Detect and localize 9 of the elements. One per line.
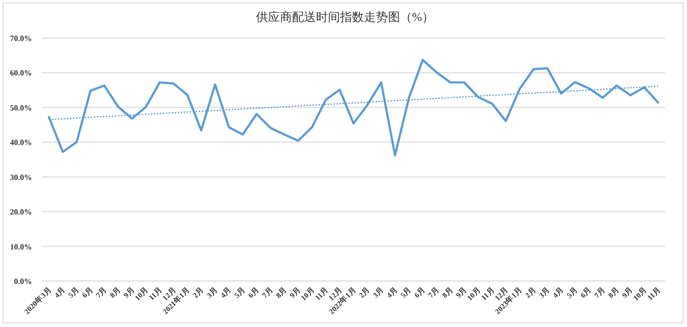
y-tick-label: 60.0% <box>10 68 32 78</box>
y-tick-label: 20.0% <box>10 208 32 217</box>
y-tick-label: 0.0% <box>14 277 32 286</box>
y-tick-label: 40.0% <box>10 138 32 148</box>
y-tick-label: 70.0% <box>10 34 32 43</box>
chart-title: 供应商配送时间指数走势图（%） <box>256 10 434 24</box>
y-tick-label: 10.0% <box>10 242 32 252</box>
y-tick-label: 50.0% <box>10 103 32 112</box>
y-tick-label: 30.0% <box>10 172 32 182</box>
